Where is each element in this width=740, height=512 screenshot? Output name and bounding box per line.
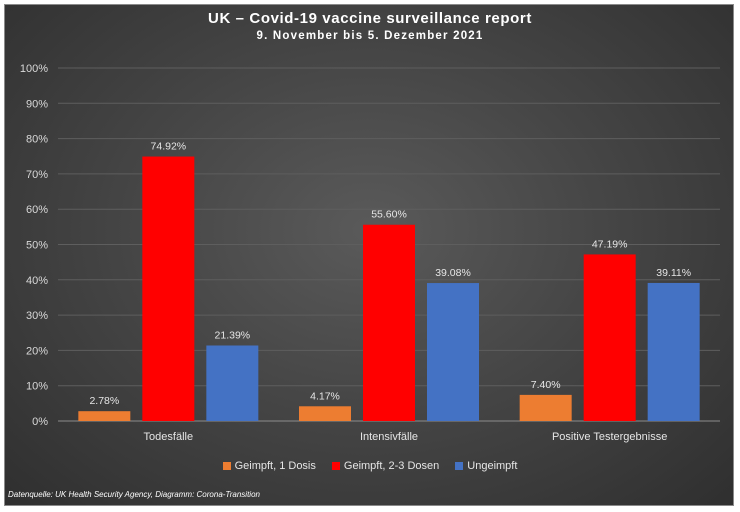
- legend-label-unvaccinated: Ungeimpft: [467, 460, 518, 472]
- bar: [206, 345, 259, 421]
- data-source-note: Datenquelle: UK Health Security Agency, …: [8, 490, 260, 499]
- data-label: 39.08%: [435, 267, 471, 279]
- x-category-label: Positive Testergebnisse: [552, 431, 667, 443]
- legend-item-1-dose: Geimpft, 1 Dosis: [222, 460, 316, 472]
- y-tick-label: 100%: [20, 63, 48, 75]
- y-tick-label: 70%: [26, 169, 48, 181]
- bar: [583, 254, 636, 421]
- y-tick-label: 0%: [32, 416, 48, 428]
- y-tick-label: 80%: [26, 134, 48, 146]
- y-tick-label: 30%: [26, 310, 48, 322]
- legend-item-unvaccinated: Ungeimpft: [455, 460, 517, 472]
- y-tick-label: 10%: [26, 381, 48, 393]
- chart-title: UK – Covid-19 vaccine surveillance repor…: [208, 10, 532, 27]
- legend-label-1-dose: Geimpft, 1 Dosis: [234, 460, 316, 472]
- x-category-label: Todesfälle: [144, 431, 194, 443]
- legend-swatch-1-dose: [222, 462, 231, 470]
- bar: [427, 283, 479, 421]
- y-tick-label: 50%: [26, 240, 48, 252]
- data-label: 74.92%: [151, 141, 187, 153]
- bar: [78, 411, 131, 421]
- legend-swatch-2-3-doses: [331, 462, 340, 470]
- chart-subtitle: 9. November bis 5. Dezember 2021: [256, 30, 484, 42]
- data-label: 4.17%: [310, 390, 340, 402]
- data-label: 21.39%: [215, 329, 251, 341]
- legend-item-2-3-doses: Geimpft, 2-3 Dosen: [331, 460, 440, 472]
- data-label: 7.40%: [531, 379, 561, 391]
- y-tick-label: 40%: [26, 275, 48, 287]
- data-label: 39.11%: [656, 267, 691, 279]
- y-tick-label: 90%: [26, 98, 48, 110]
- data-label: 2.78%: [89, 395, 119, 407]
- legend-label-2-3-doses: Geimpft, 2-3 Dosen: [343, 460, 440, 472]
- y-tick-label: 20%: [26, 345, 48, 357]
- bar: [363, 224, 415, 421]
- x-category-label: Intensivfälle: [360, 431, 418, 443]
- chart-legend: Geimpft, 1 Dosis Geimpft, 2-3 Dosen Unge…: [0, 460, 740, 472]
- data-label: 47.19%: [592, 238, 628, 250]
- bar: [647, 282, 700, 421]
- legend-swatch-unvaccinated: [455, 462, 464, 470]
- bar: [519, 394, 572, 421]
- y-tick-label: 60%: [26, 204, 48, 216]
- bar: [142, 156, 195, 421]
- bar: [299, 406, 351, 421]
- data-label: 55.60%: [371, 209, 407, 221]
